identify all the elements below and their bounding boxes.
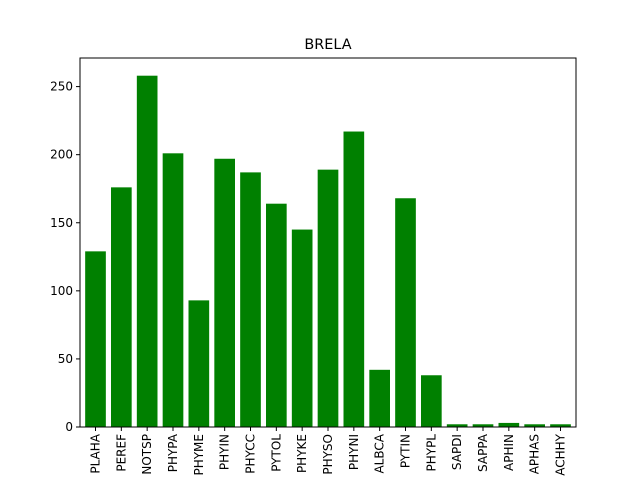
y-tick-label: 50 bbox=[58, 352, 73, 366]
bar-phypl bbox=[421, 375, 442, 427]
x-tick-label-plaha: PLAHA bbox=[89, 433, 103, 473]
bar-pytol bbox=[266, 203, 287, 427]
y-tick-label: 150 bbox=[50, 216, 73, 230]
plot-frame bbox=[79, 57, 577, 428]
x-tick-label-aphas: APHAS bbox=[528, 434, 542, 474]
x-tick-label-peref: PEREF bbox=[114, 434, 128, 472]
x-tick-label-pytol: PYTOL bbox=[269, 434, 283, 472]
y-tick-label: 200 bbox=[50, 148, 73, 162]
bar-achhy bbox=[550, 424, 571, 427]
x-tick-label-physo: PHYSO bbox=[321, 434, 335, 475]
bar-notsp bbox=[136, 75, 158, 427]
x-tick-label-phyke: PHYKE bbox=[295, 434, 309, 473]
chart-title: BRELA bbox=[304, 37, 351, 53]
bars-group bbox=[85, 75, 571, 427]
bar-phyme bbox=[188, 300, 210, 427]
bar-phyni bbox=[343, 131, 365, 427]
y-tick-label: 0 bbox=[65, 420, 73, 434]
x-tick-label-notsp: NOTSP bbox=[140, 434, 154, 475]
bar-sapdi bbox=[446, 424, 468, 427]
bar-sappa bbox=[472, 424, 494, 427]
bar-aphas bbox=[524, 424, 545, 427]
x-tick-label-albca: ALBCA bbox=[373, 433, 387, 473]
y-axis: 0 50 100 150 200 250 bbox=[50, 80, 80, 434]
x-tick-label-pytin: PYTIN bbox=[399, 434, 413, 468]
bar-plaha bbox=[85, 251, 106, 427]
bar-phypa bbox=[162, 153, 184, 427]
bar-albca bbox=[369, 369, 390, 427]
x-axis: PLAHA PEREF NOTSP PHYPA PHYME PHYIN PHYCC PYTOL… bbox=[89, 427, 568, 476]
x-tick-label-aphin: APHIN bbox=[502, 434, 516, 471]
x-tick-label-sappa: SAPPA bbox=[476, 433, 490, 472]
x-tick-label-achhy: ACHHY bbox=[554, 433, 568, 475]
x-tick-label-phypl: PHYPL bbox=[424, 434, 438, 472]
bar-phycc bbox=[240, 172, 261, 427]
y-tick-label: 100 bbox=[50, 284, 73, 298]
bar-peref bbox=[111, 187, 132, 427]
y-tick-label: 250 bbox=[50, 80, 73, 94]
bar-physo bbox=[317, 169, 339, 427]
bar-phyin bbox=[214, 158, 235, 427]
bar-phyke bbox=[291, 229, 313, 427]
x-tick-label-phyme: PHYME bbox=[192, 434, 206, 476]
x-tick-label-phypa: PHYPA bbox=[166, 433, 180, 472]
bar-pytin bbox=[395, 198, 416, 427]
x-tick-label-phyin: PHYIN bbox=[218, 434, 232, 470]
x-tick-label-phycc: PHYCC bbox=[244, 434, 258, 474]
bar-aphin bbox=[498, 422, 520, 427]
x-tick-label-sapdi: SAPDI bbox=[450, 434, 464, 470]
x-tick-label-phyni: PHYNI bbox=[347, 434, 361, 470]
